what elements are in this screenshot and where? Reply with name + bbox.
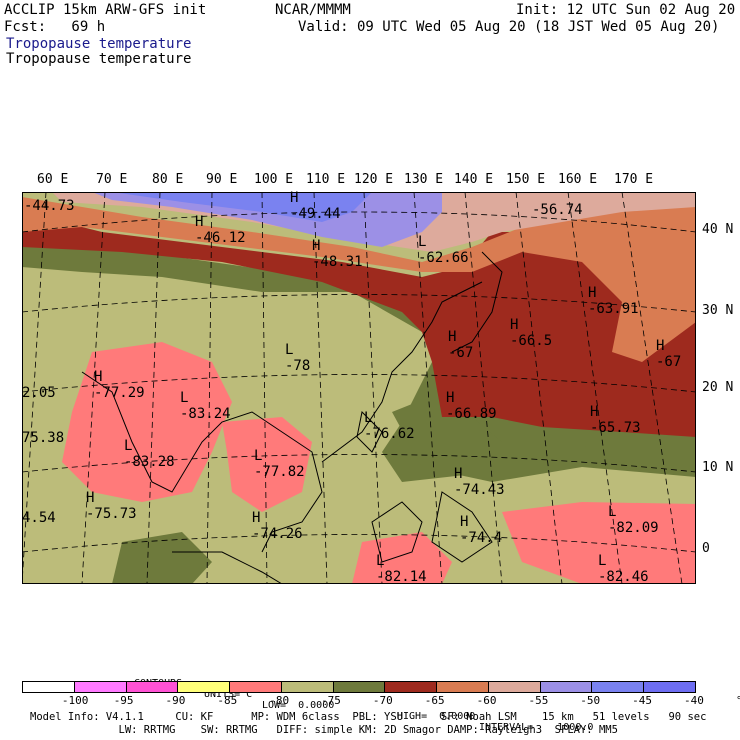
- extremum-label: L -62.66: [418, 234, 469, 266]
- extremum-label: H -66.89: [446, 390, 497, 422]
- extremum-label: L -83.28: [124, 438, 175, 470]
- lat-label: 20 N: [702, 380, 734, 395]
- extremum-label: H -67: [448, 329, 474, 361]
- lat-label: 10 N: [702, 460, 734, 475]
- extremum-label: 2.05: [22, 385, 56, 401]
- color-tick-label: -85: [217, 694, 238, 707]
- extremum-label: H -74.43: [454, 466, 505, 498]
- forecast-hour: Fcst: 69 h: [4, 19, 106, 35]
- extremum-label: 75.38: [22, 430, 65, 446]
- extremum-label: H -49.44: [290, 190, 341, 222]
- valid-time: Valid: 09 UTC Wed 05 Aug 20 (18 JST Wed …: [298, 19, 720, 35]
- color-tick-label: °C: [735, 694, 740, 707]
- lon-label: 110 E: [306, 172, 346, 187]
- color-tick-label: -90: [165, 694, 186, 707]
- color-swatch: [488, 682, 541, 692]
- lat-label: 40 N: [702, 222, 734, 237]
- band-neg60: [22, 197, 696, 362]
- extremum-label: H -66.5: [510, 317, 553, 349]
- extremum-label: -56.74: [532, 202, 583, 218]
- color-swatch: [178, 682, 231, 692]
- extremum-label: 4.54: [22, 510, 56, 526]
- extremum-label: L -82.09: [608, 504, 659, 536]
- extremum-label: L -76.62: [364, 410, 415, 442]
- color-swatch: [74, 682, 127, 692]
- color-tick-label: -75: [321, 694, 341, 707]
- lon-label: 70 E: [96, 172, 128, 187]
- color-swatch: [437, 682, 489, 692]
- lon-label: 120 E: [354, 172, 394, 187]
- init-time: Init: 12 UTC Sun 02 Aug 20: [516, 2, 736, 18]
- color-swatch: [281, 682, 334, 692]
- color-tick-label: -70: [372, 694, 393, 707]
- extremum-label: H -48.31: [312, 238, 363, 270]
- extremum-label: H -77.29: [94, 369, 145, 401]
- lon-label: 80 E: [152, 172, 184, 187]
- color-tick-label: -60: [476, 694, 497, 707]
- field-title-contour: Tropopause temperature: [6, 51, 192, 67]
- color-swatch: [540, 682, 593, 692]
- color-swatch: [23, 682, 75, 692]
- color-tick-label: -100: [61, 694, 89, 707]
- band-neg65: [22, 212, 696, 437]
- lon-label: 160 E: [558, 172, 598, 187]
- lon-label: 140 E: [454, 172, 494, 187]
- color-tick-label: -40: [684, 694, 704, 707]
- field-title-shaded: Tropopause temperature: [6, 36, 192, 52]
- color-swatch: [644, 682, 695, 692]
- lon-label: 130 E: [404, 172, 444, 187]
- color-swatch: [126, 682, 179, 692]
- lon-label: 60 E: [37, 172, 69, 187]
- color-swatch: [592, 682, 645, 692]
- color-swatch: [230, 682, 282, 692]
- model-info-line2: LW: RRTMG SW: RRTMG DIFF: simple KM: 2D …: [30, 724, 618, 736]
- lon-label: 100 E: [254, 172, 294, 187]
- lon-label: 170 E: [614, 172, 654, 187]
- color-scale-bar: [22, 681, 696, 693]
- lon-label: 150 E: [506, 172, 546, 187]
- color-swatch: [385, 682, 438, 692]
- color-swatch: [333, 682, 386, 692]
- extremum-label: H -75.73: [86, 490, 137, 522]
- model-info-line1: Model Info: V4.1.1 CU: KF MP: WDM 6class…: [30, 711, 707, 723]
- extremum-label: H -65.73: [590, 404, 641, 436]
- color-tick-label: -55: [528, 694, 549, 707]
- color-tick-label: -95: [113, 694, 134, 707]
- lon-label: 90 E: [206, 172, 238, 187]
- org-label: NCAR/MMMM: [275, 2, 351, 18]
- color-scale-ticks: -100 -95 -90 -85 -80 -75 -70 -65 -60 -55 -50 -45 -40…: [0, 694, 740, 708]
- longitude-labels: 60 E 70 E 80 E 90 E 100 E 110 E 120 E 13…: [0, 172, 740, 190]
- extremum-label: H -74.4: [460, 514, 503, 546]
- extremum-label: L -82.14: [376, 553, 427, 585]
- extremum-label: L -83.24: [180, 390, 231, 422]
- temperature-map: [22, 192, 696, 584]
- color-tick-label: -45: [632, 694, 653, 707]
- map-panel: [22, 192, 696, 584]
- lat-label: 30 N: [702, 303, 734, 318]
- extremum-label: -44.73: [24, 198, 75, 214]
- extremum-label: L -78: [285, 342, 311, 374]
- extremum-label: L -77.82: [254, 448, 305, 480]
- color-tick-label: -80: [269, 694, 290, 707]
- extremum-label: H -67: [656, 338, 682, 370]
- band-neg45: [112, 192, 372, 222]
- extremum-label: H -63.91: [588, 285, 639, 317]
- lat-label: 0: [702, 541, 710, 556]
- extremum-label: H -46.12: [195, 214, 246, 246]
- color-tick-label: -65: [424, 694, 445, 707]
- extremum-label: L -82.46: [598, 553, 649, 585]
- color-tick-label: -50: [580, 694, 601, 707]
- extremum-label: H -74.26: [252, 510, 303, 542]
- model-title: ACCLIP 15km ARW-GFS init: [4, 2, 207, 18]
